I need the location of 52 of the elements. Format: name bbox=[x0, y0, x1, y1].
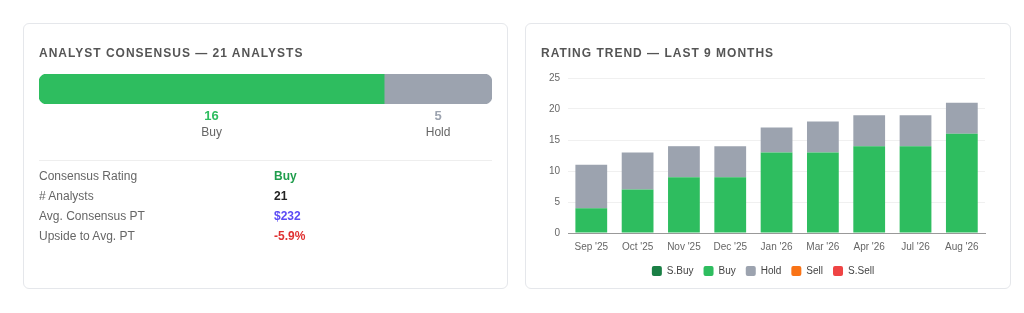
bar bbox=[668, 146, 700, 178]
legend-label: Sell bbox=[806, 264, 824, 276]
chart-title: ANALYST CONSENSUS — 21 ANALYSTS bbox=[39, 46, 305, 60]
data-label: 16 bbox=[204, 108, 219, 123]
bar bbox=[853, 146, 886, 233]
bar bbox=[760, 127, 793, 153]
bar bbox=[899, 146, 932, 233]
bar bbox=[575, 208, 608, 233]
data-label: 5 bbox=[434, 108, 442, 123]
text: Buy bbox=[274, 169, 298, 183]
bar bbox=[714, 177, 747, 233]
text: -5.9% bbox=[274, 229, 307, 243]
y-tick-label: 5 bbox=[554, 195, 561, 207]
y-tick-label: 25 bbox=[549, 71, 561, 83]
text: 21 bbox=[274, 189, 289, 203]
legend-label: Buy bbox=[718, 264, 736, 276]
text: Avg. Consensus PT bbox=[39, 209, 146, 223]
bar bbox=[806, 152, 839, 233]
legend-label: S.Buy bbox=[666, 264, 694, 276]
x-tick-label: Sep '25 bbox=[574, 240, 609, 252]
text: # Analysts bbox=[39, 189, 95, 203]
bar bbox=[714, 146, 747, 178]
bar bbox=[945, 133, 978, 233]
x-tick-label: Oct '25 bbox=[621, 240, 654, 252]
y-tick-label: 20 bbox=[549, 102, 561, 114]
y-tick-label: 10 bbox=[549, 164, 561, 176]
series-label: Buy bbox=[201, 125, 222, 139]
x-tick-label: Nov '25 bbox=[667, 240, 702, 252]
bar bbox=[575, 164, 608, 209]
text: $232 bbox=[274, 209, 302, 223]
bar bbox=[760, 152, 793, 233]
x-tick-label: Jul '26 bbox=[901, 240, 931, 252]
bar bbox=[621, 152, 654, 190]
x-tick-label: Jan '26 bbox=[760, 240, 793, 252]
legend-label: Hold bbox=[760, 264, 782, 276]
legend-label: S.Sell bbox=[848, 264, 875, 276]
x-tick-label: Mar '26 bbox=[806, 240, 840, 252]
bar bbox=[945, 102, 978, 134]
bar bbox=[853, 115, 886, 147]
bar bbox=[806, 121, 839, 153]
series-label: Hold bbox=[425, 125, 451, 139]
text: Upside to Avg. PT bbox=[39, 229, 136, 243]
text: Consensus Rating bbox=[39, 169, 139, 183]
x-tick-label: Apr '26 bbox=[853, 240, 886, 252]
y-tick-label: 15 bbox=[549, 133, 561, 145]
x-tick-label: Aug '26 bbox=[945, 240, 980, 252]
bar bbox=[668, 177, 700, 233]
y-tick-label: 0 bbox=[554, 226, 561, 238]
bar bbox=[621, 189, 654, 233]
x-tick-label: Dec '25 bbox=[713, 240, 748, 252]
chart-title: RATING TREND — LAST 9 MONTHS bbox=[541, 46, 776, 60]
bar bbox=[899, 115, 932, 147]
